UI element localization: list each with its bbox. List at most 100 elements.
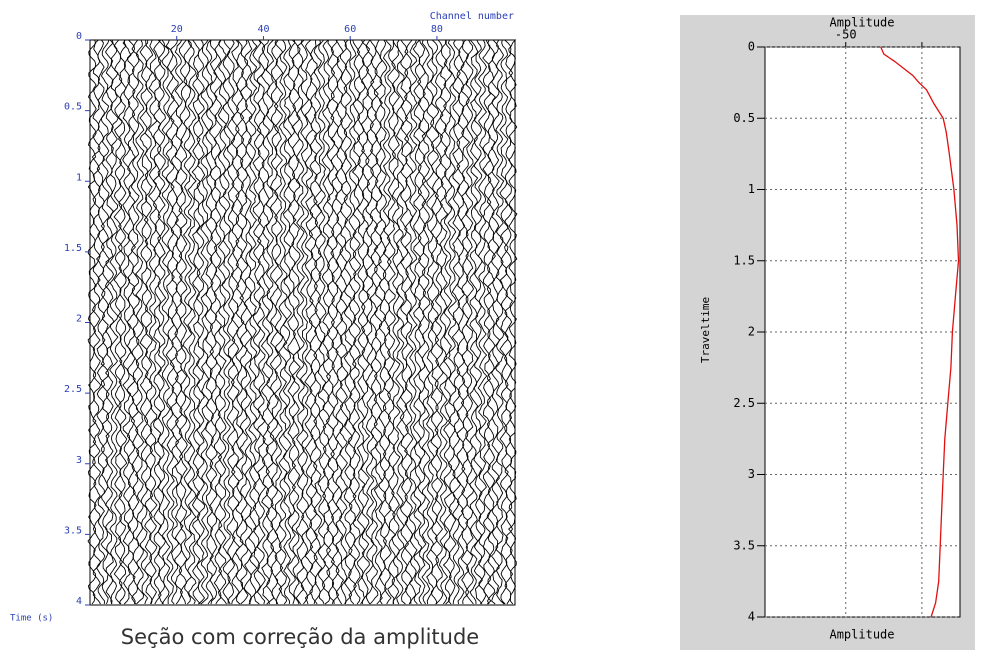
y-tick-label: 0.5 <box>733 111 755 125</box>
seismic-trace <box>152 39 162 605</box>
seismic-trace <box>482 39 492 605</box>
seismic-trace <box>91 39 102 605</box>
y-tick-label: 2.5 <box>64 384 82 395</box>
x-tick-label: 80 <box>431 24 443 35</box>
y-tick-label: 0 <box>748 40 755 54</box>
seismic-trace <box>130 39 140 605</box>
seismic-trace <box>143 39 154 605</box>
seismic-trace <box>347 39 358 605</box>
seismic-trace <box>434 39 444 605</box>
seismic-trace <box>213 39 223 605</box>
seismic-trace <box>412 39 423 605</box>
seismic-trace <box>204 39 214 605</box>
seismic-trace <box>395 39 405 605</box>
seismic-trace <box>195 39 206 605</box>
seismic-trace <box>178 39 188 605</box>
y-axis-title: Time (s) <box>10 614 53 624</box>
seismic-trace <box>208 39 218 605</box>
y-tick-label: 2 <box>748 325 755 339</box>
seismic-trace <box>317 39 327 605</box>
x-axis-title: Channel number <box>430 11 514 22</box>
seismic-trace <box>369 39 379 605</box>
seismic-trace <box>147 39 158 605</box>
x-axis-title-top: Amplitude <box>829 16 894 30</box>
seismic-trace <box>256 39 267 605</box>
y-tick-label: 2.5 <box>733 396 755 410</box>
seismic-trace <box>273 39 284 605</box>
seismic-trace <box>87 39 97 605</box>
plot-area <box>764 46 961 618</box>
y-tick-label: 3.5 <box>733 538 755 552</box>
seismic-trace <box>157 39 167 605</box>
seismic-trace <box>304 39 314 605</box>
seismic-trace <box>408 39 418 605</box>
seismic-trace <box>330 39 340 605</box>
seismic-trace <box>113 39 123 605</box>
seismic-trace <box>282 39 293 605</box>
seismic-trace <box>442 39 453 605</box>
seismic-trace <box>490 39 501 605</box>
seismic-trace <box>222 39 232 605</box>
seismic-trace <box>126 39 136 605</box>
seismic-trace <box>417 39 427 605</box>
seismic-trace <box>95 39 106 605</box>
seismic-trace <box>365 39 375 605</box>
y-tick-label: 1 <box>76 172 82 183</box>
seismic-trace <box>134 39 145 605</box>
seismic-trace <box>325 39 336 605</box>
y-tick-label: 1 <box>748 182 755 196</box>
seismic-trace <box>486 39 496 605</box>
seismic-trace <box>360 39 371 605</box>
seismic-trace <box>122 39 132 605</box>
seismic-trace <box>321 39 332 605</box>
seismic-trace <box>291 39 301 605</box>
y-tick-label: 3.5 <box>64 525 82 536</box>
seismic-trace <box>339 39 349 605</box>
seismic-trace <box>499 39 509 605</box>
seismic-trace <box>308 39 318 605</box>
seismic-trace <box>403 39 414 605</box>
y-tick-label: 2 <box>76 314 82 325</box>
seismic-trace <box>421 39 431 605</box>
seismic-trace <box>378 39 388 605</box>
seismic-trace <box>373 39 384 605</box>
seismic-trace <box>160 39 171 605</box>
seismic-trace <box>117 39 128 605</box>
y-tick-label: 3 <box>76 455 82 466</box>
x-tick-label: 20 <box>171 24 183 35</box>
y-tick-label: 3 <box>748 467 755 481</box>
seismic-trace <box>230 39 241 605</box>
x-tick-label: 40 <box>257 24 269 35</box>
seismic-trace <box>235 39 245 605</box>
seismic-trace <box>239 39 249 605</box>
seismic-trace <box>477 39 488 605</box>
seismic-trace <box>187 39 197 605</box>
seismic-trace <box>391 39 401 605</box>
y-tick-label: 0.5 <box>64 102 82 113</box>
x-tick-label: -50 <box>835 28 857 42</box>
y-tick-label: 4 <box>748 610 755 624</box>
seismic-trace <box>109 39 119 605</box>
seismic-trace <box>265 39 275 605</box>
x-tick-label: 60 <box>344 24 356 35</box>
y-axis-title: Traveltime <box>699 297 712 363</box>
seismic-trace <box>351 39 362 605</box>
seismic-trace <box>183 39 193 605</box>
seismic-trace <box>495 39 505 605</box>
seismic-trace <box>104 39 115 605</box>
traces <box>87 39 518 605</box>
seismic-trace <box>451 39 462 605</box>
seismic-trace <box>438 39 449 605</box>
y-tick-label: 1.5 <box>733 253 755 267</box>
x-axis-title-bottom: Amplitude <box>829 628 894 642</box>
seismic-trace <box>508 39 518 605</box>
seismic-trace <box>100 39 110 605</box>
seismic-trace <box>243 39 254 605</box>
y-tick-label: 0 <box>76 31 82 42</box>
seismic-trace <box>226 39 236 605</box>
seismic-trace <box>217 39 227 605</box>
seismic-trace <box>473 39 483 605</box>
seismic-trace <box>252 39 262 605</box>
